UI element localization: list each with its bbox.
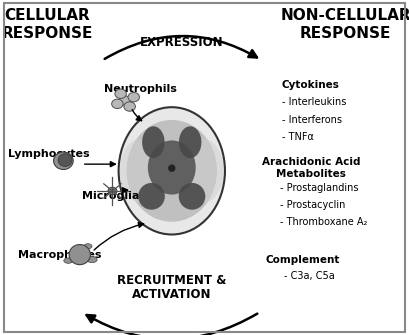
Text: Cytokines: Cytokines [282, 80, 340, 90]
Ellipse shape [58, 154, 72, 166]
Ellipse shape [87, 257, 97, 263]
Ellipse shape [115, 89, 126, 98]
Ellipse shape [69, 245, 90, 265]
Ellipse shape [84, 244, 92, 249]
Ellipse shape [128, 92, 139, 102]
Ellipse shape [119, 96, 130, 105]
Text: Lymphocytes: Lymphocytes [8, 149, 90, 159]
Ellipse shape [138, 183, 165, 210]
Ellipse shape [120, 139, 160, 203]
Ellipse shape [168, 164, 175, 172]
Text: NON-CELLULAR
RESPONSE: NON-CELLULAR RESPONSE [280, 8, 409, 41]
Text: Macrophages: Macrophages [18, 250, 102, 260]
Ellipse shape [127, 120, 217, 222]
Ellipse shape [54, 152, 73, 170]
Text: CELLULAR
RESPONSE: CELLULAR RESPONSE [1, 8, 93, 41]
Ellipse shape [124, 102, 135, 111]
Ellipse shape [179, 126, 201, 158]
Text: Complement: Complement [265, 255, 340, 265]
Text: - Interleukins: - Interleukins [282, 97, 346, 107]
Text: - Thromboxane A₂: - Thromboxane A₂ [280, 217, 368, 227]
Text: - C3a, C5a: - C3a, C5a [284, 271, 335, 281]
Text: Microglia: Microglia [82, 191, 139, 201]
Text: EXPRESSION: EXPRESSION [140, 37, 224, 49]
Text: - TNFα: - TNFα [282, 132, 314, 142]
Ellipse shape [179, 183, 205, 210]
Ellipse shape [108, 187, 117, 195]
Text: - Prostaglandins: - Prostaglandins [280, 183, 359, 193]
Ellipse shape [142, 126, 164, 158]
Ellipse shape [119, 107, 225, 234]
Text: - Interferons: - Interferons [282, 115, 342, 125]
Ellipse shape [184, 139, 224, 203]
Ellipse shape [148, 140, 196, 195]
Text: - Prostacyclin: - Prostacyclin [280, 200, 346, 210]
Ellipse shape [64, 258, 73, 263]
Text: Arachidonic Acid
Metabolites: Arachidonic Acid Metabolites [262, 157, 360, 179]
Ellipse shape [112, 99, 123, 109]
Text: RECRUITMENT &
ACTIVATION: RECRUITMENT & ACTIVATION [117, 273, 227, 302]
Text: Neutrophils: Neutrophils [104, 84, 177, 94]
